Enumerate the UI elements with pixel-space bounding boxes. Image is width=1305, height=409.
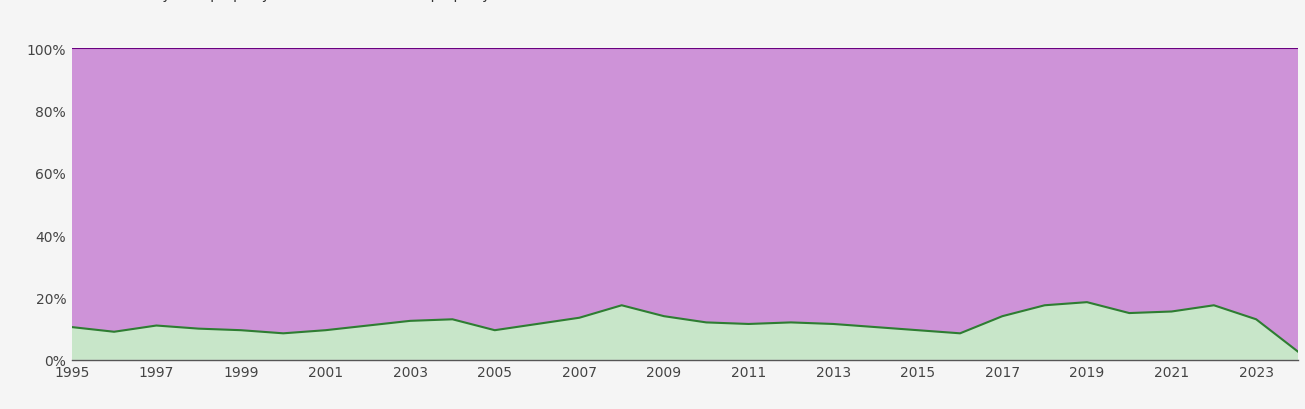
Legend: A newly built property, An established property: A newly built property, An established p… [78,0,491,2]
